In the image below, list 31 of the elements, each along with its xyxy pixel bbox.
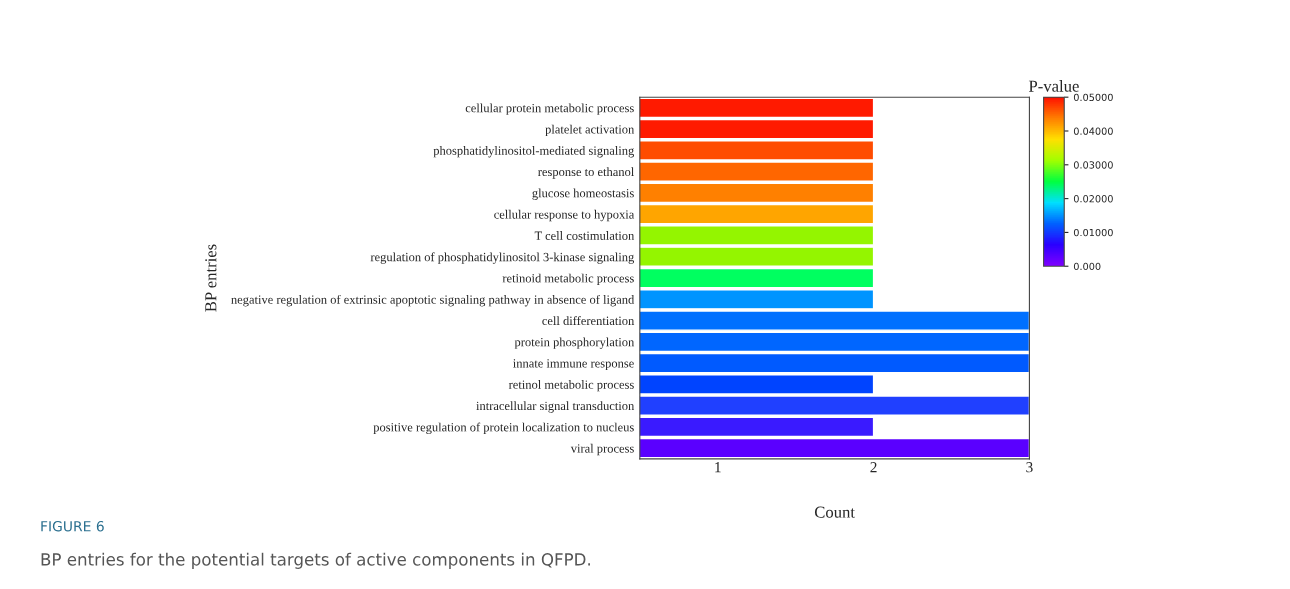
y-tick-label: viral process: [570, 443, 634, 456]
text: BP entries for the potential targets of active components in QFPD.: [41, 552, 590, 569]
color-bar-label: 0.01000: [1073, 228, 1113, 237]
y-tick-label: protein phosphorylation: [514, 337, 635, 349]
y-tick-label: T cell costimulation: [534, 231, 635, 240]
x-tick-label: 2: [870, 462, 877, 473]
y-tick-label: phosphatidylinositol-mediated signaling: [433, 146, 635, 158]
y-tick-label: cell differentiation: [542, 316, 635, 326]
y-tick-label: negative regulation of extrinsic apoptotic signaling pathway in absence of ligand: [231, 294, 635, 307]
color-bar-label: 0.03000: [1073, 161, 1113, 169]
y-tick-label: platelet activation: [545, 124, 635, 137]
y-tick-label: retinol metabolic process: [508, 380, 634, 392]
y-tick-label: cellular response to hypoxia: [494, 209, 635, 222]
color-bar-label: 0.04000: [1073, 127, 1113, 135]
x-tick-label: 3: [1026, 462, 1033, 473]
color-bar-label: 0.05000: [1073, 93, 1113, 102]
x-axis-title: Count: [814, 506, 855, 518]
x-tick-label: 1: [715, 462, 721, 473]
y-axis-title: BP entries: [205, 244, 217, 312]
color-bar-title: P-value: [1028, 80, 1079, 92]
caption: FIGURE 6: [41, 520, 104, 532]
y-tick-label: regulation of phosphatidylinositol 3-kinase signaling: [370, 252, 635, 264]
color-bar-label: 0.000: [1073, 262, 1101, 271]
y-tick-label: positive regulation of protein localization to nucleus: [373, 422, 634, 435]
y-tick-label: response to ethanol: [538, 167, 635, 179]
color-bar-label: 0.02000: [1073, 195, 1113, 203]
y-tick-label: cellular protein metabolic process: [465, 103, 634, 115]
y-tick-label: intracellular signal transduction: [476, 401, 635, 413]
y-tick-label: retinoid metabolic process: [502, 273, 634, 286]
y-tick-label: innate immune response: [513, 359, 634, 371]
y-tick-label: glucose homeostasis: [532, 188, 634, 200]
